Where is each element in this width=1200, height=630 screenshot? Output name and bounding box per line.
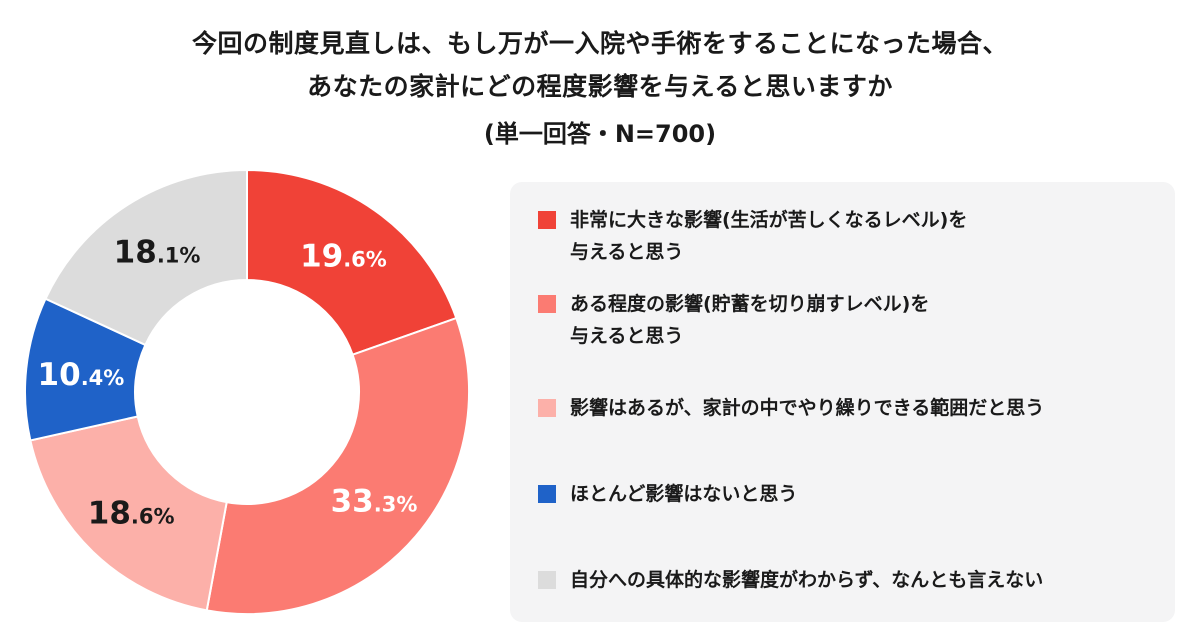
legend-item: 影響はあるが、家計の中でやり繰りできる範囲だと思う <box>538 392 1158 424</box>
slice-value-label: 19.6% <box>300 239 387 275</box>
legend-swatch <box>538 485 556 503</box>
slice-value-label: 18.1% <box>114 234 201 270</box>
legend-label: ある程度の影響(貯蓄を切り崩すレベル)を 与えると思う <box>570 288 929 352</box>
donut-slice <box>29 415 228 612</box>
legend-label-line: 与えると思う <box>570 241 684 263</box>
legend: 非常に大きな影響(生活が苦しくなるレベル)を 与えると思う ある程度の影響(貯蓄… <box>510 182 1175 622</box>
donut-slice <box>44 170 248 347</box>
legend-label-line: ほとんど影響はないと思う <box>570 483 798 505</box>
legend-label: ほとんど影響はないと思う <box>570 478 797 510</box>
legend-item: 自分への具体的な影響度がわからず、なんとも言えない <box>538 564 1158 596</box>
legend-label: 影響はあるが、家計の中でやり繰りできる範囲だと思う <box>570 392 1044 424</box>
chart-title-line: あなたの家計にどの程度影響を与えると思いますか <box>307 72 893 101</box>
legend-label-line: 影響はあるが、家計の中でやり繰りできる範囲だと思う <box>570 397 1045 419</box>
legend-label-line: 与えると思う <box>570 325 684 347</box>
donut-slice <box>246 170 458 356</box>
legend-item: 非常に大きな影響(生活が苦しくなるレベル)を 与えると思う <box>538 204 1158 268</box>
legend-swatch <box>538 399 556 417</box>
legend-label: 自分への具体的な影響度がわからず、なんとも言えない <box>570 564 1043 596</box>
slice-value-label: 18.6% <box>88 495 175 531</box>
legend-item: ある程度の影響(貯蓄を切り崩すレベル)を 与えると思う <box>538 288 1158 352</box>
legend-label-line: 自分への具体的な影響度がわからず、なんとも言えない <box>570 569 1044 591</box>
donut-chart: 19.6% 33.3% 18.6% 10.4% 18.1% <box>24 170 470 615</box>
legend-swatch <box>538 571 556 589</box>
legend-label-line: 非常に大きな影響(生活が苦しくなるレベル)を <box>570 209 968 231</box>
chart-subtitle: (単一回答・N=700) <box>483 120 717 148</box>
slice-value-label: 10.4% <box>38 357 125 393</box>
legend-item: ほとんど影響はないと思う <box>538 478 1158 510</box>
slice-value-label: 33.3% <box>331 483 418 519</box>
legend-label-line: ある程度の影響(貯蓄を切り崩すレベル)を <box>570 293 930 315</box>
donut-slice <box>205 316 470 615</box>
chart-title-line: 今回の制度見直しは、もし万が一入院や手術をすることになった場合、 <box>191 29 1008 58</box>
legend-label: 非常に大きな影響(生活が苦しくなるレベル)を 与えると思う <box>570 204 967 268</box>
legend-swatch <box>538 295 556 313</box>
chart-title: 今回の制度見直しは、もし万が一入院や手術をすることになった場合、 あなたの家計に… <box>0 22 1200 108</box>
legend-swatch <box>538 211 556 229</box>
